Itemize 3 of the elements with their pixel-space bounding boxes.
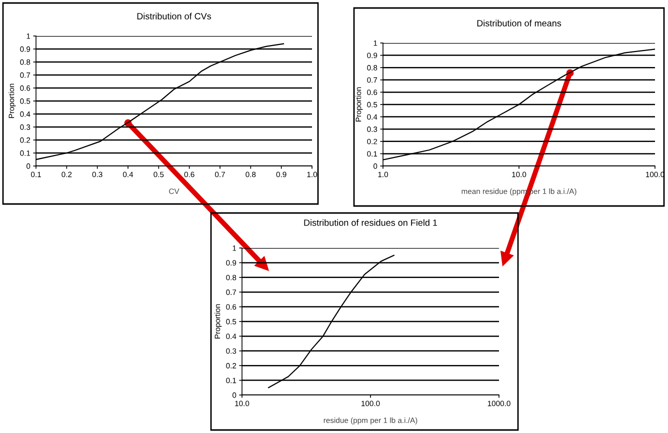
chart-title: Distribution of residues on Field 1 (304, 219, 438, 226)
chart-title: Distribution of CVs (137, 12, 212, 20)
chart-title: Distribution of means (477, 20, 562, 26)
